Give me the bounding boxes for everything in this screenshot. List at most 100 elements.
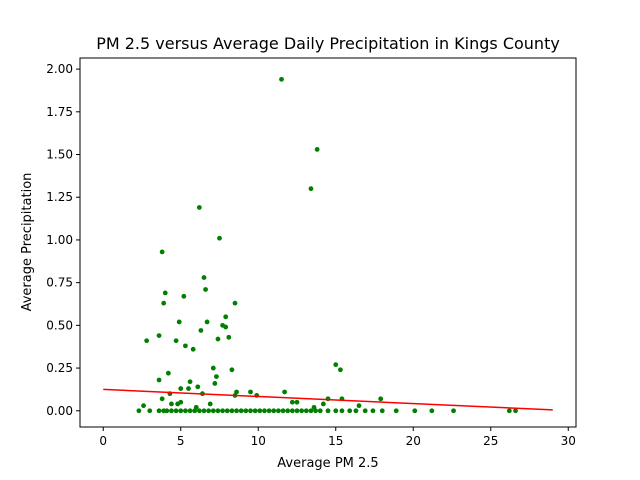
scatter-point (370, 408, 376, 414)
axes: 0 5 10 15 20 25 30 0.00 0.25 0.50 0.75 1.00 1.25 1.50… (46, 62, 576, 448)
scatter-point (196, 408, 202, 414)
scatter-point (169, 408, 174, 414)
scatter-point (314, 146, 320, 152)
x-tick-label: 0 (99, 434, 107, 448)
scatter-point (198, 328, 204, 333)
scatter-point (317, 408, 323, 414)
scatter-point (214, 374, 219, 380)
scatter-point (201, 275, 207, 280)
scatter-point (429, 408, 435, 414)
y-tick-label: 0.50 (46, 318, 73, 332)
scatter-point (161, 300, 167, 306)
y-tick-label: 2.00 (46, 62, 73, 76)
x-tick-label: 25 (483, 434, 498, 448)
scatter-point (203, 287, 208, 292)
scatter-point (159, 249, 165, 255)
scatter-point (204, 319, 210, 325)
y-tick-label: 1.00 (46, 233, 73, 247)
y-tick-label: 1.75 (46, 105, 73, 119)
scatter-point (178, 408, 184, 414)
scatter-point (173, 408, 179, 414)
scatter-point (178, 399, 184, 405)
x-axis-label: Average PM 2.5 (277, 456, 378, 471)
plot-area (79, 57, 577, 428)
scatter-point (271, 408, 277, 414)
x-tick-label: 30 (561, 434, 576, 448)
scatter-point (223, 314, 229, 320)
scatter-point (289, 399, 295, 405)
scatter-point (215, 336, 221, 342)
scatter-point (285, 408, 291, 414)
scatter-point (224, 408, 230, 414)
scatter-point (226, 334, 232, 340)
scatter-point (252, 408, 258, 414)
scatter-point (313, 408, 318, 414)
scatter-point (206, 408, 212, 414)
scatter-point (229, 367, 235, 373)
scatter-point (178, 386, 184, 391)
scatter-point (164, 408, 170, 414)
scatter-point (196, 205, 202, 210)
scatter-point (169, 401, 174, 407)
scatter-point (192, 408, 198, 414)
scatter-point (190, 346, 196, 352)
scatter-point (156, 408, 162, 414)
scatter-point (234, 408, 239, 414)
scatter-point (362, 408, 368, 414)
scatter-point (393, 408, 399, 414)
y-tick-label: 1.25 (46, 190, 73, 204)
scatter-point (162, 290, 168, 296)
scatter-point (186, 386, 191, 391)
scatter-point (299, 408, 305, 414)
scatter-point (159, 396, 165, 402)
scatter-point (308, 186, 314, 192)
scatter-point (181, 293, 187, 299)
scatter-point (356, 403, 362, 409)
scatter-point (412, 408, 418, 414)
scatter-point (238, 408, 244, 414)
scatter-point (187, 408, 193, 414)
scatter-point (347, 408, 353, 414)
scatter-point (333, 408, 339, 414)
scatter-point (320, 401, 326, 407)
scatter-point (156, 333, 162, 339)
scatter-point (156, 377, 162, 383)
y-axis-label: Average Precipitation (20, 173, 35, 312)
chart-title: PM 2.5 versus Average Daily Precipitatio… (96, 34, 560, 53)
y-tick-label: 1.50 (46, 148, 73, 162)
scatter-point (207, 401, 213, 407)
x-tick-label: 5 (177, 434, 185, 448)
scatter-point (220, 408, 226, 414)
scatter-point (506, 408, 512, 414)
scatter-point (201, 408, 207, 414)
y-tick-label: 0.75 (46, 276, 73, 290)
scatter-point (513, 408, 518, 414)
scatter-point (187, 379, 193, 385)
scatter-point (183, 408, 188, 414)
scatter-point (210, 408, 216, 414)
scatter-point (294, 408, 300, 414)
scatter-point (308, 408, 314, 414)
scatter-point (144, 338, 150, 344)
scatter-point (136, 408, 142, 414)
scatter-point (141, 403, 146, 409)
y-tick-label: 0.00 (46, 404, 73, 418)
scatter-point (451, 408, 456, 414)
scatter-point (262, 408, 267, 414)
trend-line (103, 388, 553, 411)
scatter-point (294, 399, 300, 405)
scatter-point (248, 408, 253, 414)
scatter-point (333, 362, 339, 368)
scatter-point (176, 319, 182, 325)
scatter-point (183, 343, 188, 349)
scatter-point (147, 408, 153, 414)
x-tick-label: 10 (251, 434, 266, 448)
scatter-point (195, 384, 201, 390)
scatter-point (325, 408, 331, 414)
data-layer (103, 76, 553, 414)
scatter-point (282, 389, 287, 395)
scatter-point (339, 408, 345, 414)
y-tick-label: 0.25 (46, 361, 73, 375)
scatter-point (223, 324, 229, 330)
x-tick-label: 20 (406, 434, 421, 448)
